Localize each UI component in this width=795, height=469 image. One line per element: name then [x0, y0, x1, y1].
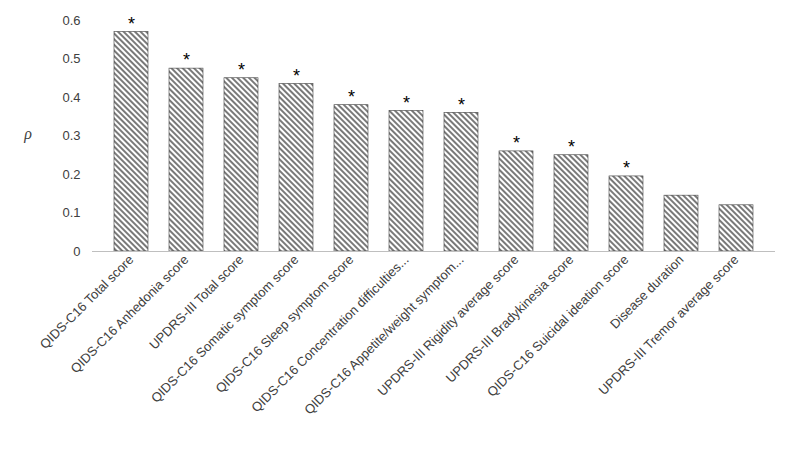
svg-text:*: *: [513, 133, 520, 153]
svg-text:*: *: [128, 14, 135, 34]
svg-text:QIDS-C16 Suicidal ideation sco: QIDS-C16 Suicidal ideation score: [484, 252, 632, 400]
svg-text:QIDS-C16 Appetite/weight sympt: QIDS-C16 Appetite/weight symptom...: [301, 252, 467, 418]
svg-text:ρ: ρ: [23, 125, 32, 143]
svg-text:*: *: [458, 95, 465, 115]
svg-text:*: *: [348, 87, 355, 107]
svg-text:0.6: 0.6: [62, 13, 80, 28]
svg-text:0.1: 0.1: [62, 205, 80, 220]
svg-text:*: *: [568, 137, 575, 157]
svg-text:QIDS-C16 Somatic symptom score: QIDS-C16 Somatic symptom score: [147, 252, 302, 406]
svg-text:UPDRS-III Total score: UPDRS-III Total score: [146, 252, 246, 352]
svg-text:0.2: 0.2: [62, 167, 80, 182]
svg-text:QIDS-C16 Total score: QIDS-C16 Total score: [37, 252, 137, 352]
svg-text:*: *: [623, 158, 630, 178]
svg-text:UPDRS-III Bradykinesia score: UPDRS-III Bradykinesia score: [442, 252, 577, 386]
svg-text:0.4: 0.4: [62, 90, 80, 105]
svg-text:Disease duration: Disease duration: [607, 252, 687, 332]
svg-text:*: *: [183, 50, 190, 70]
svg-text:QIDS-C16 Sleep symptom score: QIDS-C16 Sleep symptom score: [212, 252, 357, 396]
svg-text:*: *: [238, 60, 245, 80]
svg-text:*: *: [293, 66, 300, 86]
svg-text:UPDRS-III Tremor average score: UPDRS-III Tremor average score: [596, 252, 742, 398]
svg-text:QIDS-C16 Concentration difficu: QIDS-C16 Concentration difficulties...: [248, 252, 412, 416]
svg-text:QIDS-C16 Anhedonia score: QIDS-C16 Anhedonia score: [67, 252, 192, 376]
svg-text:0.3: 0.3: [62, 128, 80, 143]
svg-text:0.5: 0.5: [62, 51, 80, 66]
svg-text:0: 0: [73, 244, 80, 259]
svg-text:*: *: [403, 93, 410, 113]
svg-text:UPDRS-III Rigidity average sco: UPDRS-III Rigidity average score: [374, 252, 522, 399]
